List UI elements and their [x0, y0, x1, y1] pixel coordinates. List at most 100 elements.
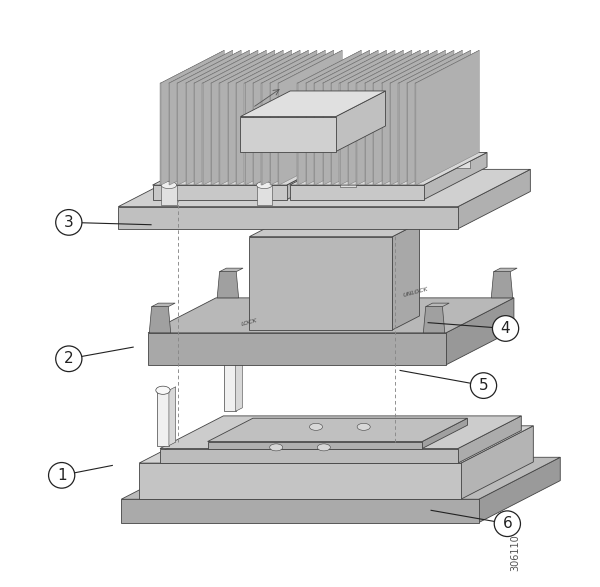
Ellipse shape [257, 181, 272, 188]
Polygon shape [290, 153, 487, 185]
Polygon shape [349, 50, 412, 185]
Polygon shape [241, 91, 386, 117]
Polygon shape [121, 499, 479, 522]
Polygon shape [237, 50, 300, 185]
Polygon shape [161, 50, 224, 185]
Polygon shape [331, 50, 395, 83]
Circle shape [49, 463, 75, 488]
Polygon shape [331, 83, 332, 185]
Polygon shape [446, 298, 514, 365]
Polygon shape [208, 441, 422, 448]
Polygon shape [271, 50, 334, 185]
Polygon shape [270, 50, 334, 83]
Polygon shape [227, 83, 229, 185]
Polygon shape [169, 387, 176, 446]
Circle shape [494, 511, 520, 537]
Polygon shape [398, 83, 399, 185]
Polygon shape [161, 185, 176, 205]
Polygon shape [217, 272, 239, 298]
Polygon shape [298, 50, 361, 185]
Polygon shape [392, 222, 419, 330]
Polygon shape [332, 50, 395, 185]
Polygon shape [139, 463, 461, 499]
Ellipse shape [156, 386, 170, 394]
Polygon shape [118, 207, 458, 229]
Polygon shape [245, 50, 308, 185]
Polygon shape [160, 448, 458, 463]
Polygon shape [323, 50, 386, 83]
Polygon shape [254, 50, 317, 185]
Polygon shape [178, 50, 241, 185]
Polygon shape [253, 83, 254, 185]
Polygon shape [356, 83, 357, 185]
Ellipse shape [340, 163, 356, 170]
Polygon shape [244, 50, 308, 83]
Polygon shape [149, 306, 171, 333]
Polygon shape [220, 50, 283, 185]
Polygon shape [390, 83, 391, 185]
Polygon shape [373, 83, 374, 185]
Polygon shape [391, 50, 454, 185]
Polygon shape [494, 268, 517, 272]
Ellipse shape [357, 423, 370, 430]
Ellipse shape [317, 444, 331, 451]
Polygon shape [244, 83, 245, 185]
Polygon shape [152, 185, 287, 200]
Ellipse shape [223, 352, 237, 360]
Text: 5: 5 [479, 378, 488, 393]
Polygon shape [424, 153, 487, 200]
Polygon shape [152, 153, 350, 185]
Polygon shape [194, 50, 258, 83]
Ellipse shape [454, 144, 470, 151]
Polygon shape [262, 50, 325, 83]
Text: 6: 6 [502, 516, 512, 531]
Polygon shape [148, 333, 446, 365]
Polygon shape [157, 390, 169, 446]
Polygon shape [262, 50, 325, 185]
Text: UNLOCK: UNLOCK [403, 286, 430, 298]
Polygon shape [279, 50, 342, 185]
Polygon shape [491, 272, 513, 298]
Polygon shape [211, 50, 275, 83]
Circle shape [56, 210, 82, 235]
Text: 3: 3 [64, 215, 74, 230]
Polygon shape [185, 50, 250, 83]
Polygon shape [290, 185, 424, 200]
Polygon shape [148, 298, 514, 333]
Polygon shape [314, 83, 315, 185]
Polygon shape [348, 83, 349, 185]
Polygon shape [373, 50, 437, 83]
Polygon shape [357, 50, 421, 185]
Polygon shape [160, 50, 224, 83]
Polygon shape [241, 117, 336, 151]
Polygon shape [194, 50, 258, 185]
Polygon shape [458, 416, 521, 463]
Polygon shape [287, 153, 350, 200]
Polygon shape [169, 50, 233, 83]
Polygon shape [253, 50, 317, 83]
Circle shape [493, 316, 518, 341]
Polygon shape [236, 50, 300, 83]
Polygon shape [407, 50, 471, 83]
Ellipse shape [269, 444, 283, 451]
Polygon shape [186, 50, 250, 185]
Text: 2: 2 [64, 351, 74, 366]
Polygon shape [422, 418, 467, 448]
Polygon shape [415, 50, 479, 83]
Polygon shape [177, 50, 241, 83]
Polygon shape [160, 416, 521, 448]
Polygon shape [315, 50, 378, 185]
Polygon shape [340, 167, 356, 187]
Polygon shape [202, 83, 203, 185]
Polygon shape [203, 50, 266, 185]
Polygon shape [416, 50, 479, 185]
Polygon shape [454, 148, 470, 168]
Polygon shape [365, 50, 429, 185]
Polygon shape [278, 50, 342, 83]
Text: 306110: 306110 [511, 535, 521, 571]
Polygon shape [340, 50, 403, 83]
Polygon shape [250, 222, 419, 237]
Polygon shape [185, 83, 186, 185]
Polygon shape [236, 352, 242, 411]
Polygon shape [314, 50, 378, 83]
